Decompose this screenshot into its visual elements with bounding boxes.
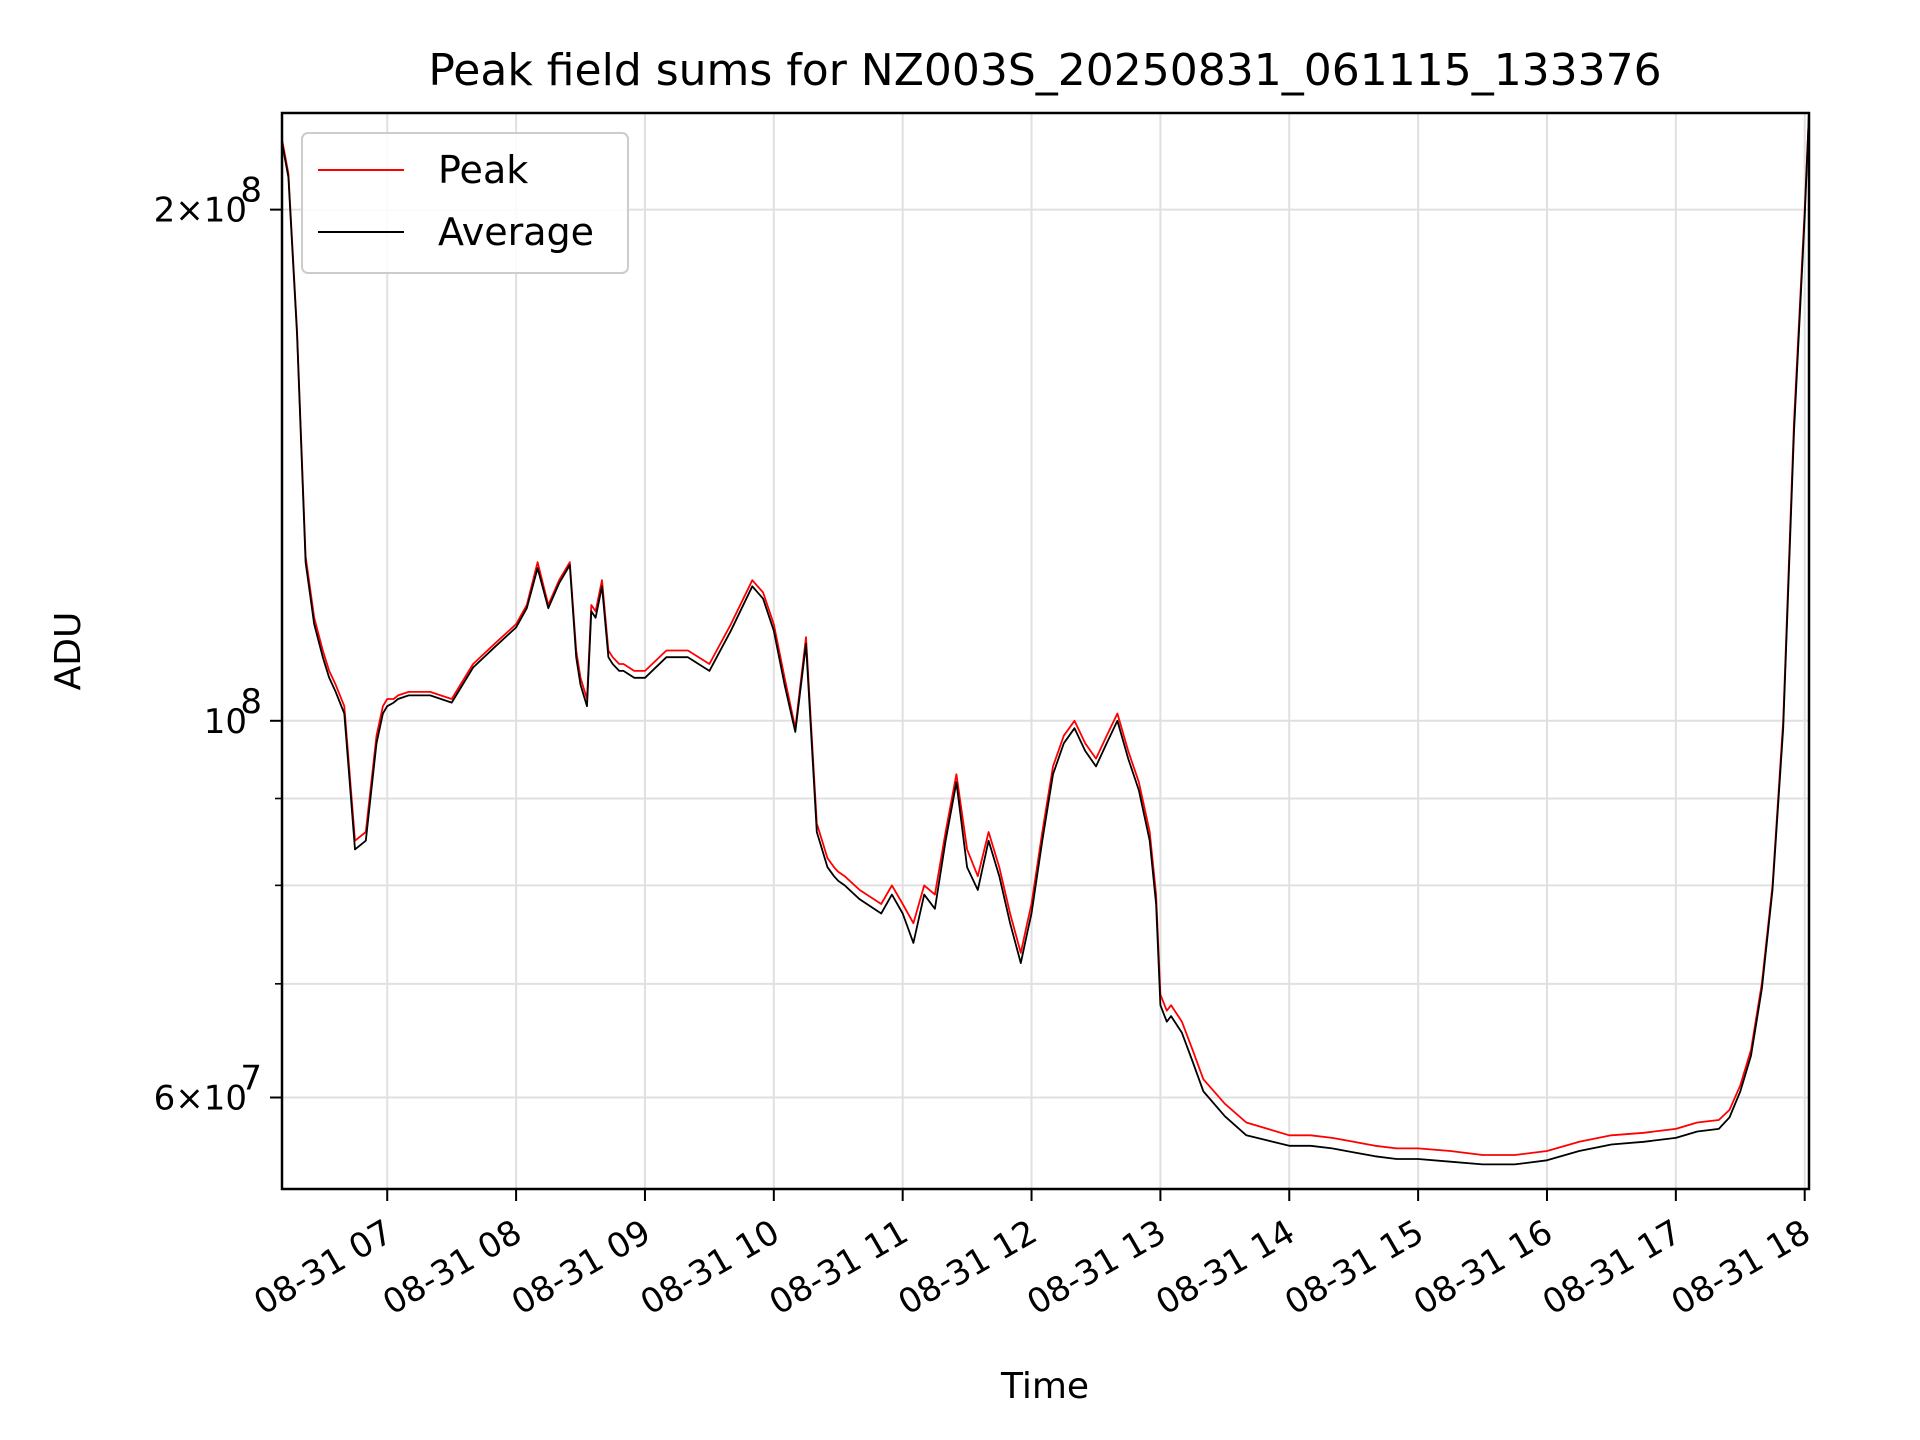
y-tick-base: 2×10 [154,191,247,231]
series-line-average [281,112,1810,1166]
y-tick-label: 810 [204,682,262,742]
y-tick-base: 6×10 [154,1079,247,1119]
legend-label-average: Average [438,210,594,254]
y-tick-base: 10 [204,702,247,742]
legend-box [301,132,629,274]
series-line-peak [281,112,1810,1156]
y-axis-label: ADU [48,612,89,691]
legend: Peak Average [301,132,629,274]
y-tick-exponent: 8 [240,171,262,211]
y-tick-exponent: 7 [240,1059,262,1099]
plot-frame [280,111,1811,1191]
y-tick-label: 82×10 [154,171,262,231]
chart-title: Peak field sums for NZ003S_20250831_0611… [428,45,1661,96]
x-axis-label: Time [1000,1366,1089,1407]
legend-label-peak: Peak [438,148,528,192]
y-tick-label: 76×10 [154,1059,262,1119]
y-tick-exponent: 8 [240,682,262,722]
grid [282,113,1809,1189]
series-lines [281,112,1810,1166]
